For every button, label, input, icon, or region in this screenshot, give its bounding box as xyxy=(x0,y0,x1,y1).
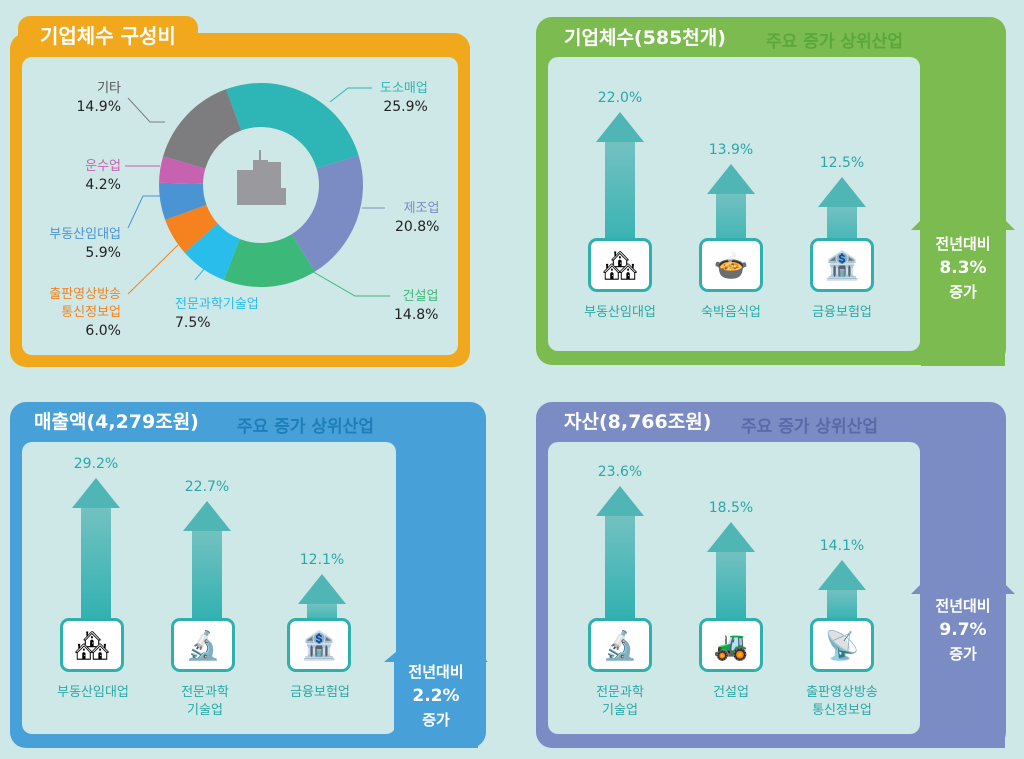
arrow-bar: 23.6% xyxy=(590,464,650,624)
category-label: 출판영상방송 통신정보업 xyxy=(806,685,878,718)
donut-label-other: 기타 14.9% xyxy=(76,81,121,115)
assets-title: 자산(8,766조원) xyxy=(548,404,728,440)
category-label: 전문과학 기술업 xyxy=(181,685,229,718)
donut-segment xyxy=(223,234,315,287)
donut-segment xyxy=(226,83,359,169)
arrow-bar: 18.5% xyxy=(701,500,761,624)
donut-segment xyxy=(291,155,363,272)
category-label: 건설업 xyxy=(713,685,749,700)
arrow-bar: 14.1% xyxy=(812,538,872,624)
arrow-bar: 29.2% xyxy=(66,456,126,626)
excavator-icon: 🚜 xyxy=(699,618,763,672)
restaurant-food-icon: 🍲 xyxy=(699,238,763,292)
category-label: 부동산임대업 xyxy=(584,305,656,320)
microscope-icon: 🔬 xyxy=(171,618,235,672)
total-growth-arrow: 전년대비 8.3% 증가 xyxy=(911,178,1015,366)
firms-subtitle: 주요 증가 상위산업 xyxy=(766,32,903,52)
firms-title: 기업체수(585천개) xyxy=(548,20,742,56)
real-estate-search-icon: 🏘 xyxy=(588,238,652,292)
donut-segment xyxy=(184,223,240,280)
donut-label-transport: 운수업 4.2% xyxy=(85,159,121,193)
donut-label-science-tech: 전문과학기술업 7.5% xyxy=(175,297,259,331)
donut-chart xyxy=(125,83,390,297)
microscope-icon: 🔬 xyxy=(588,618,652,672)
bank-money-icon: 🏦 xyxy=(810,238,874,292)
total-growth-arrow: 전년대비 2.2% 증가 xyxy=(384,618,488,748)
arrow-bar: 12.1% xyxy=(292,552,352,626)
total-growth-arrow: 전년대비 9.7% 증가 xyxy=(911,542,1015,748)
bank-money-icon: 🏦 xyxy=(287,618,351,672)
sales-subtitle: 주요 증가 상위산업 xyxy=(237,417,374,437)
donut-segment xyxy=(159,156,206,184)
donut-segment xyxy=(165,204,218,253)
category-label: 전문과학 기술업 xyxy=(596,685,644,718)
real-estate-search-icon: 🏘 xyxy=(60,618,124,672)
donut-label-retail: 도소매업 25.9% xyxy=(380,81,428,115)
category-label: 금융보험업 xyxy=(290,685,350,700)
arrow-bar: 22.0% xyxy=(590,90,650,260)
satellite-dish-icon: 📡 xyxy=(810,618,874,672)
donut-label-construction: 건설업 14.8% xyxy=(394,289,439,323)
donut-label-real-estate: 부동산임대업 5.9% xyxy=(49,227,121,261)
sales-title: 매출액(4,279조원) xyxy=(18,404,215,440)
city-buildings-icon xyxy=(237,150,286,205)
donut-segment xyxy=(163,89,242,169)
donut-segment xyxy=(159,182,207,220)
donut-label-publishing: 출판영상방송 통신정보업 6.0% xyxy=(49,287,121,339)
category-label: 숙박음식업 xyxy=(701,305,761,320)
arrow-bar: 22.7% xyxy=(177,479,237,626)
donut-label-manufacturing: 제조업 20.8% xyxy=(395,201,440,235)
category-label: 금융보험업 xyxy=(812,305,872,320)
assets-subtitle: 주요 증가 상위산업 xyxy=(741,417,878,437)
composition-title: 기업체수 구성비 xyxy=(18,16,198,56)
category-label: 부동산임대업 xyxy=(57,685,129,700)
